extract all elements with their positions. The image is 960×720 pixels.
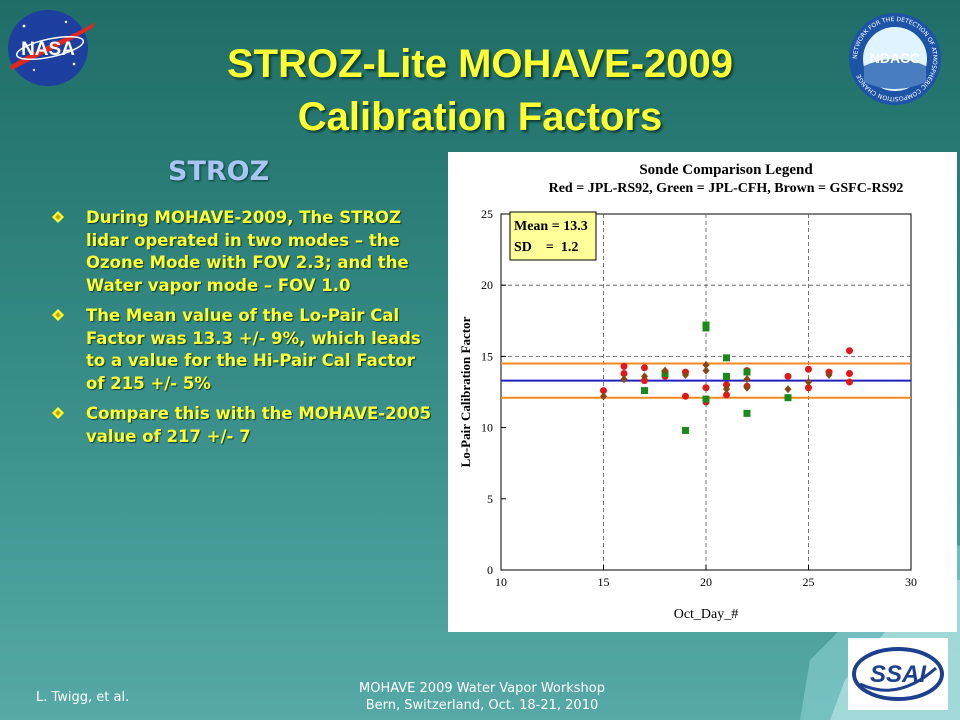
- jpl-cfh-point: [743, 368, 751, 376]
- chart-subtitle: Red = JPL-RS92, Green = JPL-CFH, Brown =…: [549, 181, 904, 196]
- jpl-rs92-point: [620, 362, 628, 370]
- footer-line2: Bern, Switzerland, Oct. 18-21, 2010: [365, 698, 599, 713]
- jpl-cfh-point: [784, 394, 792, 402]
- y-axis-label: Lo-Pair Calibration Factor: [458, 316, 473, 467]
- jpl-rs92-point: [846, 378, 853, 386]
- gsfc-rs92-point: [723, 385, 730, 394]
- gsfc-rs92-point: [743, 375, 751, 384]
- slide-title-line1: STROZ-Lite MOHAVE-2009: [227, 42, 733, 86]
- section-subheading: STROZ: [168, 156, 270, 187]
- jpl-cfh-point: [743, 409, 751, 417]
- y-tick-label: 10: [481, 421, 493, 435]
- nasa-logo: NASA: [8, 10, 96, 86]
- diamond-bullet-icon: [52, 211, 64, 223]
- diamond-bullet-icon: [52, 407, 64, 419]
- jpl-cfh-point: [702, 395, 710, 403]
- jpl-cfh-point: [723, 372, 730, 380]
- x-tick-label: 15: [598, 575, 610, 589]
- jpl-rs92-point: [805, 365, 812, 373]
- jpl-rs92-point: [784, 372, 792, 380]
- gsfc-rs92-point: [641, 372, 648, 381]
- jpl-rs92-point: [682, 392, 689, 400]
- gsfc-rs92-point: [825, 370, 833, 379]
- ssai-logo-text: SSAI: [870, 661, 927, 688]
- jpl-rs92-point: [620, 369, 628, 377]
- footer-event: MOHAVE 2009 Water Vapor Workshop Bern, S…: [300, 680, 664, 714]
- jpl-rs92-point: [846, 347, 853, 355]
- stats-box: [509, 211, 597, 261]
- jpl-rs92-point: [723, 381, 730, 389]
- jpl-cfh-point: [682, 426, 689, 434]
- gsfc-rs92-point: [702, 366, 710, 375]
- jpl-rs92-point: [723, 391, 730, 399]
- gsfc-rs92-point: [661, 366, 669, 375]
- nasa-logo-text: NASA: [21, 39, 75, 60]
- gsfc-rs92-point: [682, 370, 689, 379]
- bullet-item: During MOHAVE-2009, The STROZ lidar oper…: [52, 207, 434, 297]
- x-tick-label: 25: [803, 575, 815, 589]
- jpl-rs92-point: [702, 384, 710, 392]
- calibration-chart-svg: Sonde Comparison Legend Red = JPL-RS92, …: [458, 162, 917, 622]
- jpl-cfh-point: [702, 324, 710, 332]
- bullet-item: The Mean value of the Lo-Pair Cal Factor…: [52, 305, 434, 395]
- grid-lines: [501, 214, 911, 570]
- gsfc-rs92-point: [805, 378, 812, 387]
- jpl-rs92-point: [641, 364, 648, 372]
- footer-line1: MOHAVE 2009 Water Vapor Workshop: [359, 681, 605, 696]
- jpl-cfh-point: [723, 354, 730, 362]
- chart-title: Sonde Comparison Legend: [639, 162, 813, 178]
- x-tick-label: 20: [700, 575, 712, 589]
- x-axis-label: Oct_Day_#: [674, 607, 739, 622]
- bullet-text: Compare this with the MOHAVE-2005 value …: [86, 404, 432, 446]
- calibration-chart: Sonde Comparison Legend Red = JPL-RS92, …: [448, 152, 957, 632]
- jpl-rs92-point: [600, 387, 607, 395]
- y-tick-label: 20: [481, 278, 493, 292]
- gsfc-rs92-point: [784, 385, 792, 394]
- jpl-rs92-point: [846, 369, 853, 377]
- bullet-text: The Mean value of the Lo-Pair Cal Factor…: [86, 306, 421, 393]
- y-tick-label: 15: [481, 349, 493, 363]
- ndacc-logo: NETWORK FOR THE DETECTION OF ATMOSPHERIC…: [849, 13, 941, 105]
- slide-title-line2: Calibration Factors: [297, 95, 663, 139]
- x-tick-label: 10: [495, 575, 507, 589]
- footer-author: L. Twigg, et al.: [36, 690, 130, 705]
- gsfc-rs92-point: [600, 392, 607, 401]
- jpl-rs92-point: [805, 384, 812, 392]
- bullet-list: During MOHAVE-2009, The STROZ lidar oper…: [52, 207, 434, 456]
- ssai-logo: SSAI: [848, 638, 948, 710]
- stats-mean: Mean = 13.3: [514, 219, 588, 234]
- x-tick-label: 30: [905, 575, 917, 589]
- ndacc-logo-text: NDACC: [870, 50, 921, 66]
- diamond-bullet-icon: [52, 309, 64, 321]
- bullet-item: Compare this with the MOHAVE-2005 value …: [52, 403, 434, 448]
- data-points: [600, 321, 853, 434]
- y-tick-label: 0: [487, 563, 493, 577]
- jpl-rs92-point: [641, 377, 648, 385]
- gsfc-rs92-point: [702, 360, 710, 369]
- y-tick-label: 5: [487, 492, 493, 506]
- gsfc-rs92-point: [743, 383, 751, 392]
- jpl-cfh-point: [641, 387, 648, 395]
- bullet-text: During MOHAVE-2009, The STROZ lidar oper…: [86, 208, 409, 295]
- y-tick-label: 25: [481, 207, 493, 221]
- stats-sd: SD = 1.2: [514, 240, 578, 255]
- gsfc-rs92-point: [620, 375, 628, 384]
- axis-ticks: 10 15 20 25 30 0 5 10 15 20 25: [481, 207, 917, 589]
